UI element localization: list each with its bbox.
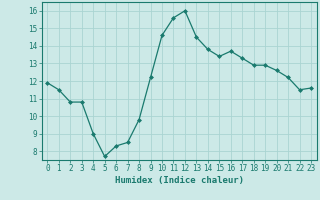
X-axis label: Humidex (Indice chaleur): Humidex (Indice chaleur) — [115, 176, 244, 185]
